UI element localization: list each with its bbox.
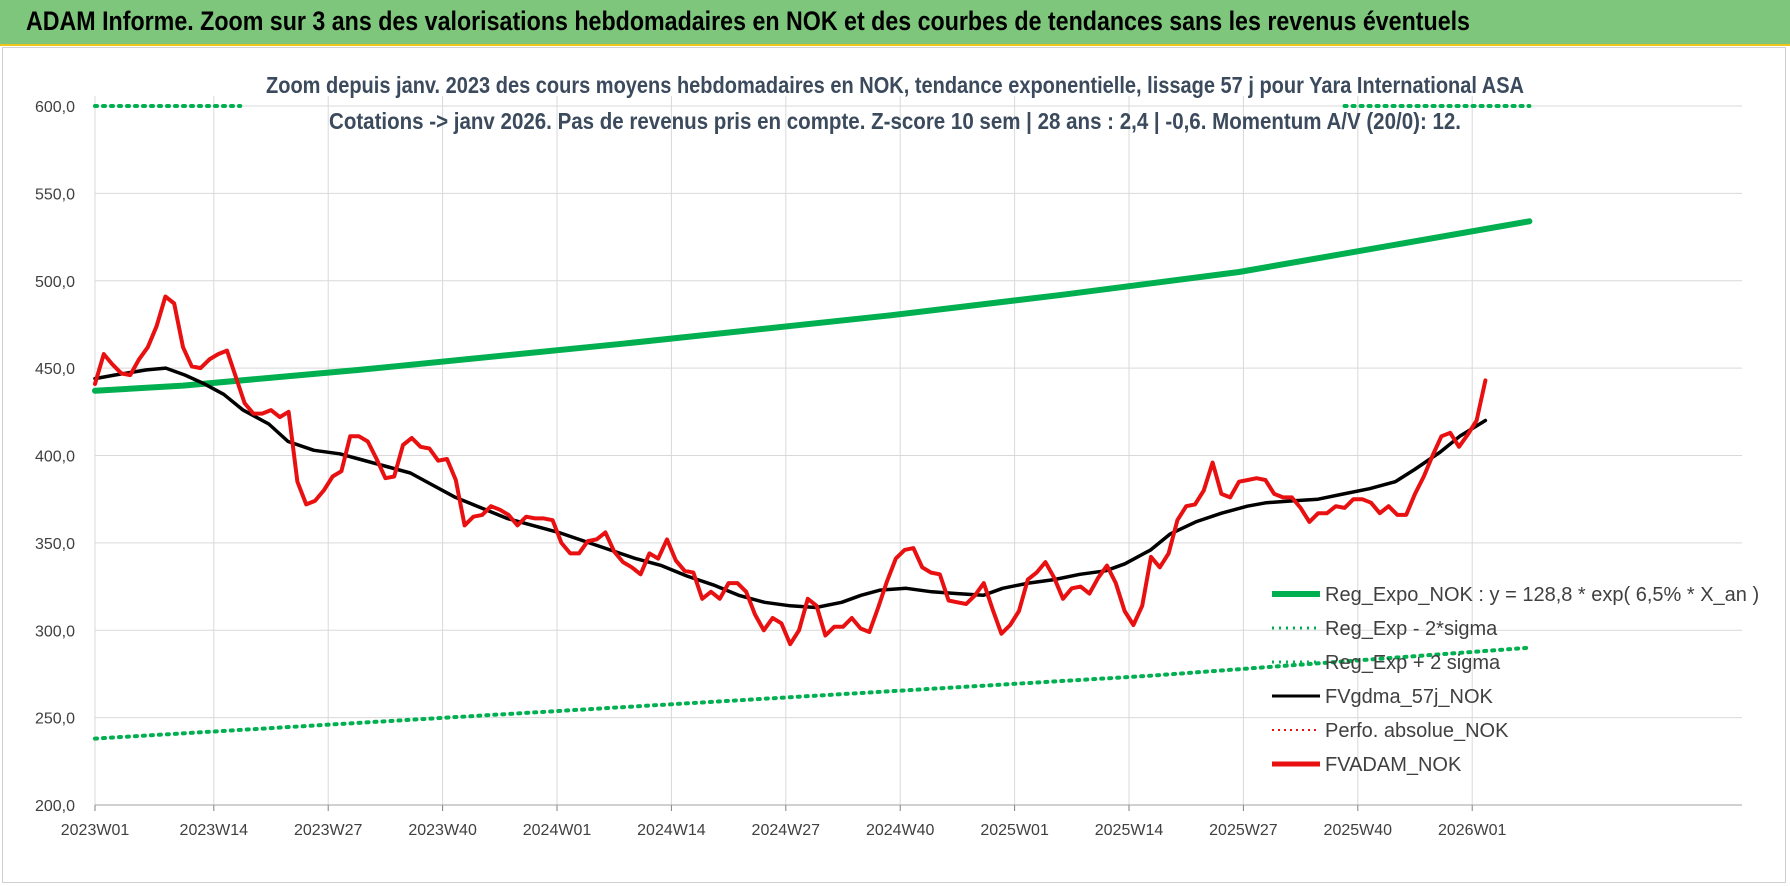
series-reg-expo-nok [92,218,1533,394]
chart-frame [2,47,1786,883]
y-tick-label: 300,0 [35,623,75,640]
legend-item: Reg_Exp + 2 sigma [1272,652,1501,674]
x-tick-label: 2023W14 [180,822,249,839]
x-tick-label: 2024W01 [523,822,592,839]
x-tick-label: 2025W27 [1209,822,1278,839]
x-tick-label: 2023W40 [408,822,477,839]
x-tick-label: 2023W01 [61,822,130,839]
y-tick-label: 550,0 [35,186,75,203]
series-fvgdma-57j-nok [93,366,1488,610]
x-axis-ticks: 2023W01 2023W14 2023W27 2023W40 2024W01 2024W… [61,804,1742,839]
y-tick-label: 350,0 [35,536,75,553]
y-tick-label: 250,0 [35,711,75,728]
legend-label: Reg_Exp + 2 sigma [1325,652,1501,674]
legend-item: Reg_Exp - 2*sigma [1272,618,1498,640]
x-tick-label: 2025W40 [1324,822,1393,839]
legend-label: FVADAM_NOK [1325,754,1462,776]
y-tick-label: 500,0 [35,274,75,291]
x-tick-label: 2024W27 [752,822,821,839]
banner-title: ADAM Informe. Zoom sur 3 ans des valoris… [26,6,1470,36]
chart-title-line2: Cotations -> janv 2026. Pas de revenus p… [329,108,1461,134]
x-tick-label: 2024W14 [637,822,706,839]
legend-item: FVgdma_57j_NOK [1272,686,1494,708]
y-tick-label: 400,0 [35,449,75,466]
y-tick-label: 200,0 [35,798,75,815]
y-axis-ticks: 200,0 250,0 300,0 350,0 400,0 450,0 500,0 550,0… [35,99,75,815]
series-fvadam-nok [93,294,1488,647]
y-tick-label: 450,0 [35,361,75,378]
legend-label: Reg_Exp - 2*sigma [1325,618,1498,640]
x-tick-label: 2024W40 [866,822,935,839]
chart-title-line1: Zoom depuis janv. 2023 des cours moyens … [266,72,1524,98]
x-tick-label: 2025W01 [980,822,1049,839]
legend-label: Reg_Expo_NOK : y = 128,8 * exp( 6,5% * X… [1325,584,1759,606]
legend-item: FVADAM_NOK [1272,754,1462,776]
y-tick-label: 600,0 [35,99,75,116]
x-tick-label: 2025W14 [1095,822,1164,839]
series-layer [92,104,1533,741]
x-tick-label: 2026W01 [1438,822,1507,839]
legend: Reg_Expo_NOK : y = 128,8 * exp( 6,5% * X… [1272,584,1759,776]
series-reg-exp-2-sigma [93,645,1532,741]
legend-label: Perfo. absolue_NOK [1325,720,1509,742]
legend-item: Perfo. absolue_NOK [1272,720,1509,742]
title-banner: ADAM Informe. Zoom sur 3 ans des valoris… [0,0,1790,46]
legend-item: Reg_Expo_NOK : y = 128,8 * exp( 6,5% * X… [1272,584,1759,606]
x-tick-label: 2023W27 [294,822,363,839]
legend-label: FVgdma_57j_NOK [1325,686,1494,708]
grid [94,96,1742,806]
